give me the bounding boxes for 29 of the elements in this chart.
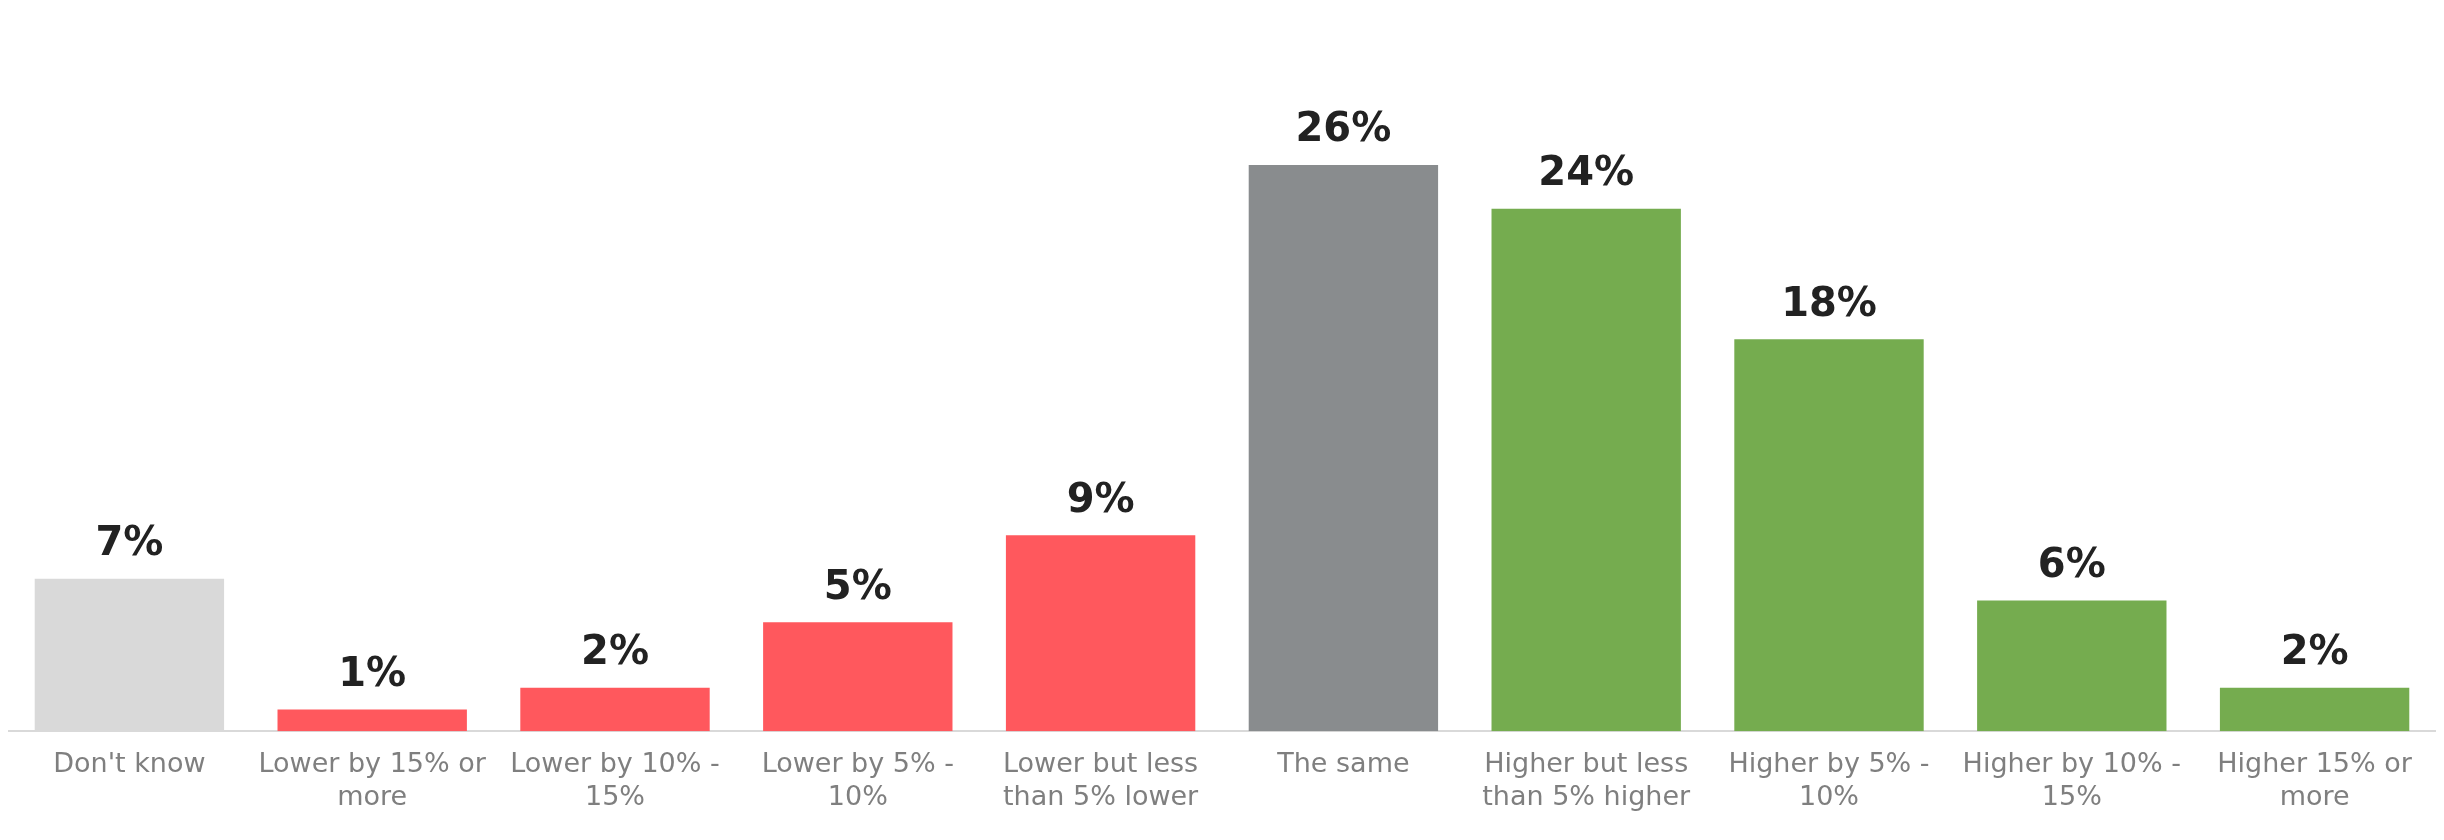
x-tick-label: Lower by 5% - 10%: [761, 747, 954, 811]
bar: [1734, 339, 1924, 732]
bar: [1005, 535, 1196, 732]
bar: [1977, 600, 2167, 732]
x-tick-label: Lower but less than 5% lower: [1003, 747, 1200, 811]
data-label: 1%: [338, 648, 407, 695]
data-label: 2%: [581, 627, 649, 674]
bar: [1491, 208, 1681, 732]
bar: [1248, 165, 1439, 732]
data-label: 18%: [1781, 278, 1877, 325]
bar: [277, 709, 467, 732]
x-tick-label: Higher by 5% - 10%: [1728, 747, 1930, 811]
x-tick-label: Higher but less than 5% higher: [1482, 747, 1692, 811]
data-label: 9%: [1066, 474, 1135, 521]
data-label: 2%: [2280, 627, 2349, 674]
data-label: 7%: [95, 518, 164, 565]
x-tick-label: Lower by 15% or more: [258, 747, 487, 811]
data-label: 6%: [2037, 539, 2106, 586]
x-tick-label: Higher 15% or more: [2217, 747, 2413, 811]
data-label: 24%: [1538, 148, 1635, 195]
data-label: 5%: [823, 561, 892, 608]
x-tick-label: Lower by 10% - 15%: [510, 747, 720, 811]
bar: [520, 687, 710, 732]
data-label: 26%: [1295, 104, 1392, 151]
x-tick-label: Don't know: [53, 747, 206, 779]
bar: [763, 622, 953, 732]
bar: [2219, 687, 2410, 732]
x-tick-label: Higher by 10% - 15%: [1962, 747, 2181, 811]
x-tick-label: The same: [1276, 747, 1410, 779]
